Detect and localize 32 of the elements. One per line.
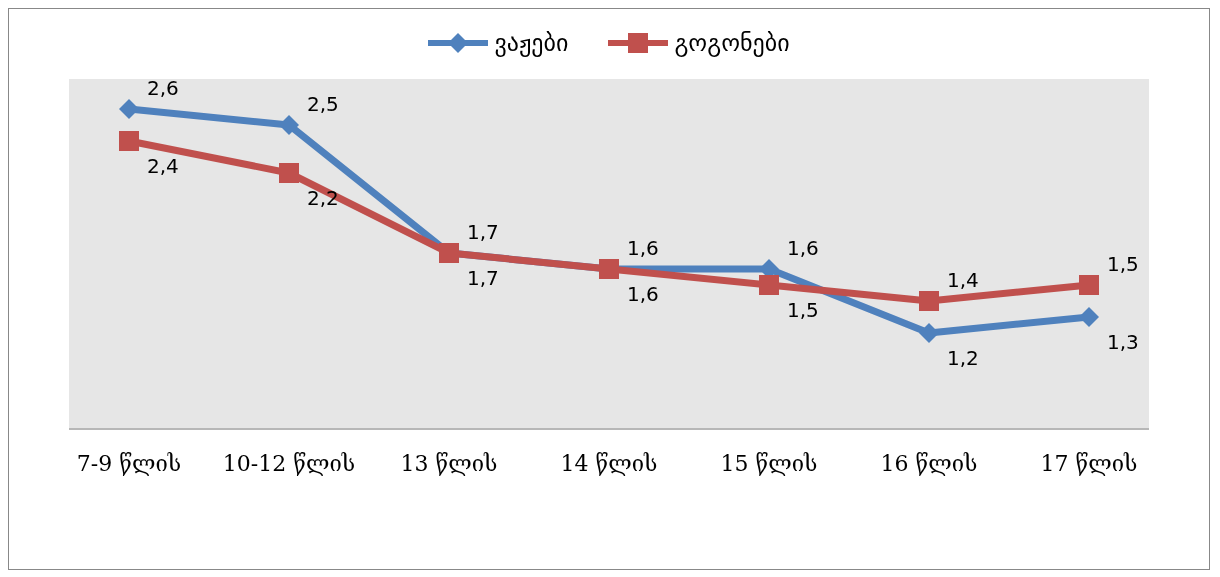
data-label: 2,6 bbox=[147, 76, 179, 100]
x-tick-label: 15 წლის bbox=[720, 450, 818, 476]
x-tick-label: 10-12 წლის bbox=[222, 450, 356, 476]
x-tick-label: 17 წლის bbox=[1040, 450, 1138, 476]
data-label: 1,3 bbox=[1107, 330, 1139, 354]
point bbox=[279, 115, 299, 135]
x-tick-label: 14 წლის bbox=[560, 450, 658, 476]
x-tick-label: 16 წლის bbox=[880, 450, 978, 476]
x-tick-label: 7-9 წლის bbox=[76, 450, 182, 476]
data-label: 2,4 bbox=[147, 154, 179, 178]
legend-label: გოგონები bbox=[674, 29, 790, 57]
point bbox=[279, 163, 299, 183]
point bbox=[1079, 307, 1099, 327]
data-label: 1,6 bbox=[787, 236, 819, 260]
legend-label: ვაჟები bbox=[494, 29, 569, 57]
data-label: 1,5 bbox=[787, 298, 819, 322]
point bbox=[119, 99, 139, 119]
data-label: 1,6 bbox=[627, 236, 659, 260]
point bbox=[919, 291, 939, 311]
data-label: 1,6 bbox=[627, 282, 659, 306]
point bbox=[1079, 275, 1099, 295]
data-label: 1,5 bbox=[1107, 252, 1139, 276]
x-tick-label: 13 წლის bbox=[400, 450, 498, 476]
point bbox=[919, 323, 939, 343]
point bbox=[759, 275, 779, 295]
data-label: 1,7 bbox=[467, 266, 499, 290]
data-label: 2,2 bbox=[307, 186, 339, 210]
data-label: 1,2 bbox=[947, 346, 979, 370]
data-label: 1,4 bbox=[947, 268, 979, 292]
data-label: 2,5 bbox=[307, 92, 339, 116]
point bbox=[119, 131, 139, 151]
data-label: 1,7 bbox=[467, 220, 499, 244]
